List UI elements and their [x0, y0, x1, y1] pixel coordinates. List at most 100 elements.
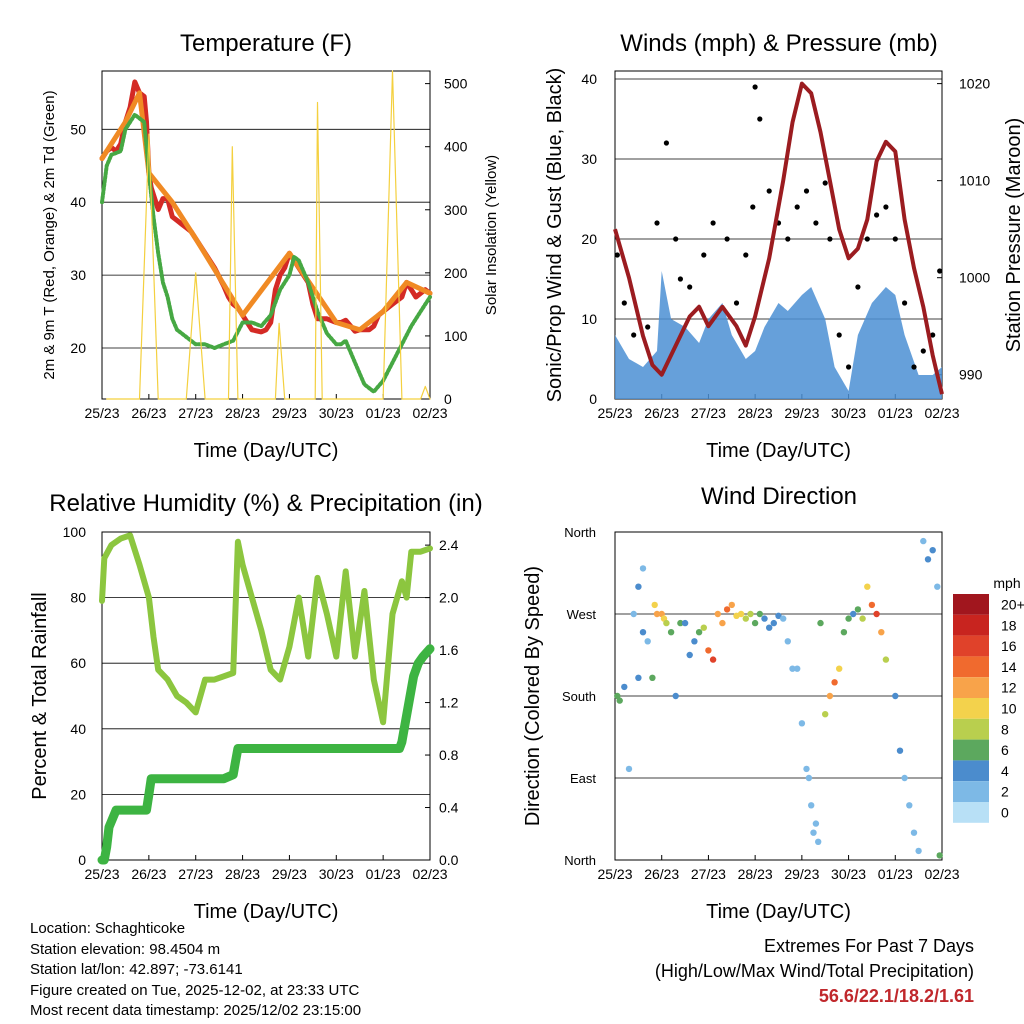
colorbar-swatch — [953, 698, 989, 719]
gust-point — [822, 180, 828, 186]
y2-tick-label: 990 — [959, 367, 983, 383]
y-tick-label: 0 — [589, 391, 597, 407]
direction-point — [836, 665, 843, 672]
direction-point — [621, 683, 628, 691]
x-tick-label: 02/23 — [412, 866, 447, 882]
x-tick-label: 25/23 — [84, 866, 119, 882]
direction-point — [635, 583, 642, 590]
x-tick-label: 01/23 — [366, 866, 401, 882]
direction-point — [651, 601, 658, 609]
colorbar-swatch — [953, 781, 989, 802]
y-axis-label: Direction (Colored By Speed) — [522, 566, 544, 826]
x-tick-label: 27/23 — [178, 405, 213, 421]
direction-point — [808, 802, 815, 809]
recent-data-text: Most recent data timestamp: 2025/12/02 2… — [30, 1002, 362, 1020]
y2-tick-label: 1020 — [959, 76, 990, 92]
series-line-total-precipitation — [97, 644, 435, 865]
direction-point — [639, 565, 647, 572]
direction-point — [924, 556, 932, 563]
direction-point — [910, 829, 918, 836]
y2-tick-label: 2.0 — [439, 590, 459, 606]
x-tick-label: 02/23 — [924, 405, 959, 421]
y-tick-label: 0 — [78, 852, 86, 868]
y-tick-label: West — [567, 607, 597, 622]
y-tick-label: South — [562, 689, 596, 704]
x-tick-label: 29/23 — [784, 866, 819, 882]
direction-point — [868, 601, 876, 609]
direction-point — [705, 647, 712, 654]
x-tick-label: 29/23 — [272, 866, 307, 882]
colorbar-swatch — [953, 635, 989, 657]
series-line-solar-insolation — [106, 70, 431, 400]
y2-tick-label: 1.2 — [439, 695, 459, 711]
direction-point — [864, 583, 871, 590]
plot-frame — [101, 531, 431, 861]
direction-point — [798, 720, 806, 727]
chart-title: Winds (mph) & Pressure (mb) — [620, 30, 937, 57]
direction-point — [681, 619, 689, 627]
series-line-2m-td — [100, 112, 432, 394]
x-axis-label: Time (Day/UTC) — [706, 440, 851, 462]
x-tick-label: 25/23 — [597, 866, 632, 882]
colorbar-label: 14 — [1001, 659, 1017, 675]
gust-point — [752, 84, 758, 90]
x-tick-label: 28/23 — [738, 866, 773, 882]
gust-point — [836, 332, 842, 338]
gust-point — [883, 204, 889, 210]
y2-tick-label: 0 — [444, 391, 452, 407]
gust-point — [930, 332, 936, 338]
colorbar-label: 20+ — [1001, 597, 1024, 613]
y-tick-label: 40 — [70, 721, 86, 737]
direction-point — [780, 615, 787, 622]
y2-tick-label: 500 — [444, 76, 468, 92]
direction-point — [663, 619, 670, 627]
y-axis-label: 2m & 9m T (Red, Orange) & 2m Td (Green) — [41, 90, 58, 379]
direction-point — [854, 606, 862, 613]
series-area-wind — [615, 271, 942, 399]
direction-point — [784, 638, 791, 645]
chart-title: Relative Humidity (%) & Precipitation (i… — [49, 490, 482, 517]
direction-point — [817, 619, 824, 627]
y2-axis-label: Station Pressure (Maroon) — [1003, 118, 1024, 353]
x-axis-label: Time (Day/UTC) — [194, 901, 339, 923]
direction-point — [803, 765, 810, 773]
gust-point — [892, 236, 898, 242]
y-tick-label: 30 — [581, 151, 597, 167]
gust-point — [920, 348, 926, 354]
gust-point — [937, 268, 943, 274]
chart-title: Wind Direction — [701, 483, 857, 510]
gust-point — [813, 220, 819, 226]
y-tick-label: 40 — [70, 194, 86, 210]
gust-point — [846, 364, 852, 370]
gust-point — [687, 284, 693, 290]
y-tick-label: 80 — [70, 590, 86, 606]
gust-point — [663, 140, 670, 146]
direction-point — [936, 852, 943, 859]
x-tick-label: 26/23 — [131, 866, 166, 882]
direction-point — [644, 638, 651, 645]
direction-point — [850, 610, 857, 618]
direction-point — [770, 619, 777, 627]
gust-point — [743, 252, 749, 258]
x-tick-label: 29/23 — [272, 405, 307, 421]
y-tick-label: 20 — [70, 340, 86, 356]
x-tick-label: 26/23 — [131, 405, 166, 421]
colorbar-label: 6 — [1001, 742, 1009, 758]
x-axis-label: Time (Day/UTC) — [194, 440, 339, 462]
gust-point — [803, 188, 810, 194]
colorbar-label: 18 — [1001, 617, 1017, 633]
direction-point — [616, 697, 623, 704]
colorbar-swatch — [953, 802, 989, 823]
gust-point — [766, 188, 772, 194]
direction-point — [805, 774, 813, 782]
colorbar-label: 16 — [1001, 638, 1017, 654]
y-axis-label: Percent & Total Rainfall — [29, 592, 51, 800]
direction-point — [810, 829, 817, 836]
direction-point — [840, 629, 848, 636]
gust-point — [827, 236, 833, 242]
plot-frame — [101, 70, 431, 400]
gust-point — [645, 324, 651, 330]
direction-point — [789, 665, 796, 672]
y-tick-label: 20 — [70, 786, 86, 802]
